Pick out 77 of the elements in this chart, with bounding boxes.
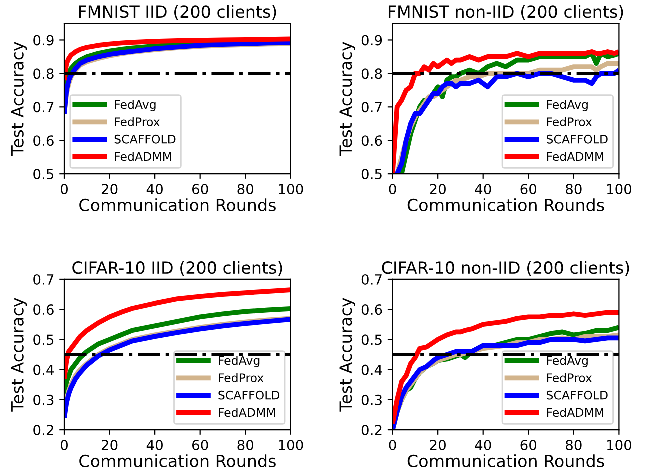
x-axis-title: Communication Rounds: [408, 454, 604, 468]
legend-label: FedADMM: [547, 408, 604, 418]
y-axis-title: Test Accuracy: [340, 42, 356, 156]
x-tick-label: 80: [566, 440, 582, 451]
legend-label: SCAFFOLD: [114, 134, 176, 144]
legend-label: FedAvg: [547, 100, 588, 112]
legend-label: FedAvg: [219, 356, 260, 368]
legend-label: FedADMM: [547, 152, 604, 162]
legend-label: FedProx: [219, 373, 264, 382]
chart-title: FMNIST IID (200 clients): [79, 5, 276, 20]
y-tick-label: 0.6: [34, 304, 54, 316]
x-axis-title: Communication Rounds: [408, 198, 604, 212]
x-tick-label: 0: [389, 440, 396, 451]
legend-label: FedAvg: [547, 356, 588, 368]
x-tick-label: 20: [430, 440, 446, 451]
x-tick-label: 60: [192, 184, 208, 195]
chart-title: CIFAR-10 non-IID (200 clients): [382, 261, 630, 276]
line-series: [64, 36, 291, 83]
legend-label: SCAFFOLD: [218, 390, 280, 400]
x-axis-title: Communication Rounds: [80, 454, 276, 468]
x-tick-label: 80: [238, 184, 254, 195]
y-tick-label: 0.9: [362, 35, 382, 46]
x-axis-title: Communication Rounds: [80, 198, 276, 212]
y-tick-label: 0.5: [34, 334, 54, 346]
x-tick-label: 0: [60, 184, 68, 195]
x-tick-label: 60: [520, 440, 537, 451]
x-tick-label: 60: [192, 440, 208, 451]
y-tick-label: 0.6: [362, 304, 382, 316]
y-tick-label: 0.3: [34, 394, 54, 406]
legend-label: FedADMM: [115, 152, 172, 162]
y-tick-label: 0.7: [362, 102, 382, 113]
y-tick-label: 0.3: [362, 394, 382, 406]
legend-label: FedProx: [115, 117, 160, 127]
legend-label: FedAvg: [115, 100, 156, 112]
y-tick-label: 0.6: [34, 136, 54, 146]
x-tick-label: 40: [475, 184, 492, 195]
y-tick-label: 0.2: [34, 425, 54, 436]
y-tick-label: 0.5: [362, 334, 382, 346]
legend-label: FedProx: [547, 117, 592, 127]
legend-label: SCAFFOLD: [547, 390, 608, 400]
x-tick-label: 0: [389, 184, 396, 195]
y-tick-label: 0.6: [362, 136, 382, 146]
x-tick-label: 100: [607, 184, 632, 195]
y-axis-title: Test Accuracy: [340, 298, 356, 412]
y-tick-label: 0.7: [34, 102, 54, 113]
x-tick-label: 80: [238, 440, 254, 451]
x-tick-label: 60: [520, 184, 537, 195]
line-series: [64, 288, 291, 382]
x-tick-label: 40: [146, 184, 163, 195]
x-tick-label: 40: [475, 440, 492, 451]
y-tick-label: 0.5: [362, 169, 382, 180]
line-series: [392, 310, 620, 426]
legend-label: SCAFFOLD: [547, 134, 608, 144]
x-tick-label: 80: [566, 184, 582, 195]
y-tick-label: 0.7: [34, 274, 54, 285]
y-axis-title: Test Accuracy: [12, 42, 28, 156]
x-tick-label: 20: [102, 184, 118, 195]
x-tick-label: 20: [102, 440, 118, 451]
x-tick-label: 20: [430, 184, 446, 195]
y-tick-label: 0.8: [362, 68, 382, 80]
y-tick-label: 0.8: [34, 68, 54, 80]
legend-label: FedProx: [547, 373, 592, 382]
chart-title: CIFAR-10 IID (200 clients): [72, 261, 282, 276]
y-tick-label: 0.5: [34, 169, 54, 180]
y-tick-label: 0.9: [34, 35, 54, 46]
y-tick-label: 0.7: [362, 274, 382, 285]
y-tick-label: 0.2: [362, 425, 382, 436]
x-tick-label: 40: [146, 440, 163, 451]
chart-title: FMNIST non-IID (200 clients): [388, 5, 624, 20]
y-tick-label: 0.4: [362, 364, 382, 376]
x-tick-label: 100: [607, 440, 632, 451]
x-tick-label: 0: [60, 440, 68, 451]
y-tick-label: 0.4: [34, 364, 54, 376]
x-tick-label: 100: [279, 184, 304, 195]
x-tick-label: 100: [279, 440, 304, 451]
y-axis-title: Test Accuracy: [12, 298, 28, 412]
legend-label: FedADMM: [219, 408, 276, 418]
